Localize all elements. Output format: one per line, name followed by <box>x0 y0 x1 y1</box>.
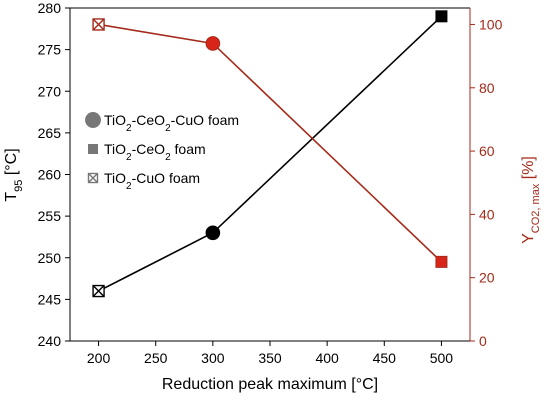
right-y-tick-label: 40 <box>479 206 495 222</box>
legend: TiO2-CeO2-CuO foam TiO2-CeO2 foam TiO2-CuO… <box>85 112 239 192</box>
x-tick-label: 250 <box>144 350 168 366</box>
x-tick-label: 450 <box>373 350 397 366</box>
legend-entry: TiO2-CeO2-CuO foam <box>85 112 239 134</box>
x-axis-label: Reduction peak maximum [°C] <box>162 376 378 393</box>
legend-entry: TiO2-CeO2 foam <box>88 141 206 163</box>
series-left-axis <box>92 10 448 298</box>
series-layer <box>92 10 448 298</box>
right-y-tick-label: 20 <box>479 270 495 286</box>
left-y-tick-label: 260 <box>38 167 62 183</box>
left-y-tick-label: 265 <box>38 125 62 141</box>
x-tick-label: 400 <box>315 350 339 366</box>
right-y-tick-label: 0 <box>479 333 487 349</box>
series-right-axis <box>92 18 448 268</box>
right-y-tick-label: 100 <box>479 16 503 32</box>
legend-label: TiO2-CuO foam <box>104 170 200 192</box>
square-marker <box>435 10 448 23</box>
x-square-cross <box>92 285 105 298</box>
square-marker <box>435 255 448 268</box>
x-tick-label: 500 <box>430 350 454 366</box>
right-y-tick-label: 80 <box>479 80 495 96</box>
x-tick-label: 200 <box>87 350 111 366</box>
axes: 200 250 300 350 400 450 5002402452502552602652… <box>3 0 542 393</box>
legend-label: TiO2-CeO2-CuO foam <box>104 112 239 134</box>
x-square-cross <box>88 173 98 183</box>
left-y-tick-label: 255 <box>38 208 62 224</box>
left-y-tick-label: 240 <box>38 333 62 349</box>
x-tick-label: 350 <box>258 350 282 366</box>
circle-marker <box>205 36 221 51</box>
circle-marker <box>85 112 101 128</box>
left-y-tick-label: 270 <box>38 83 62 99</box>
circle-marker <box>205 225 221 241</box>
left-y-tick-label: 275 <box>38 42 62 58</box>
right-y-axis-label: YCO2, max [%] <box>520 156 542 244</box>
left-y-tick-label: 245 <box>38 291 62 307</box>
square-marker <box>88 144 98 154</box>
x-tick-label: 300 <box>201 350 225 366</box>
legend-entry: TiO2-CuO foam <box>87 170 200 192</box>
left-y-axis-label: T95 [°C] <box>3 148 25 201</box>
x-square-cross <box>92 18 105 31</box>
left-y-tick-label: 250 <box>38 250 62 266</box>
right-y-tick-label: 60 <box>479 143 495 159</box>
legend-label: TiO2-CeO2 foam <box>104 141 206 163</box>
left-y-tick-label: 280 <box>38 0 62 16</box>
